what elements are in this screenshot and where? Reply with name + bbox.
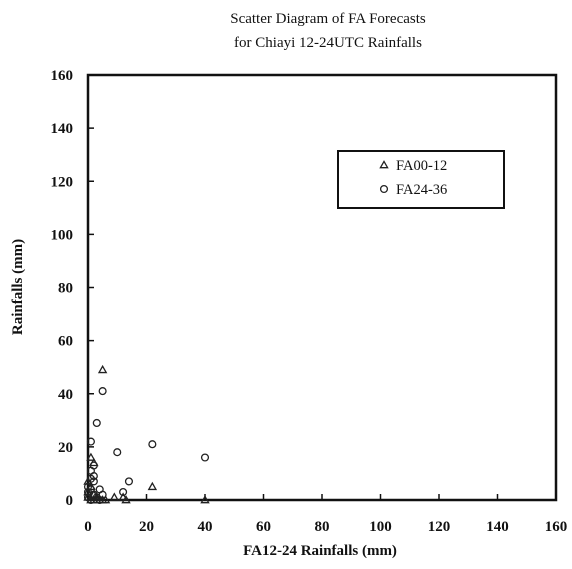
- legend-marker-fa00-12: [379, 160, 389, 169]
- x-tick-label: 160: [545, 519, 568, 535]
- point-fa00-12: [200, 495, 210, 504]
- x-tick-label: 100: [369, 519, 392, 535]
- point-fa00-12: [86, 452, 96, 461]
- y-tick-label: 20: [58, 440, 73, 456]
- plot-frame: [86, 73, 558, 502]
- y-tick-label: 160: [51, 68, 74, 84]
- point-fa00-12: [109, 492, 120, 501]
- x-tick-label: 0: [84, 519, 92, 535]
- y-tick-label: 80: [58, 281, 73, 297]
- point-fa00-12: [121, 495, 131, 504]
- point-fa24-36: [89, 477, 98, 486]
- chart-title-line-2: for Chiayi 12-24UTC Rainfalls: [234, 35, 422, 51]
- point-fa00-12: [118, 492, 128, 501]
- x-tick-label: 80: [315, 519, 330, 535]
- legend: FA00-12 FA24-36: [337, 150, 505, 209]
- legend-box: [337, 150, 505, 209]
- data-points: [83, 364, 210, 505]
- x-tick-label: 140: [486, 519, 509, 535]
- x-tick-label: 20: [139, 519, 154, 535]
- point-fa24-36: [148, 440, 157, 449]
- point-fa24-36: [200, 453, 210, 462]
- x-axis-label: FA12-24 Rainfalls (mm): [243, 543, 397, 559]
- y-tick-label: 120: [51, 174, 74, 190]
- x-tick-label: 60: [256, 519, 271, 535]
- x-axis: 0 20 40 60 80 100 120 140 160: [84, 494, 567, 535]
- y-tick-label: 100: [51, 227, 74, 243]
- x-tick-label: 120: [428, 519, 451, 535]
- point-fa24-36: [119, 487, 128, 497]
- legend-label-fa24-36: FA24-36: [396, 182, 447, 198]
- y-tick-label: 40: [58, 387, 73, 403]
- point-fa24-36: [98, 387, 107, 396]
- point-fa24-36: [86, 437, 95, 446]
- y-tick-label: 0: [66, 493, 74, 509]
- point-fa00-12: [147, 481, 158, 491]
- point-fa00-12: [83, 476, 93, 485]
- point-fa24-36: [92, 418, 101, 428]
- y-axis-label: Rainfalls (mm): [10, 239, 26, 335]
- point-fa24-36: [95, 495, 104, 505]
- chart-title-line-1: Scatter Diagram of FA Forecasts: [230, 11, 426, 27]
- point-fa24-36: [113, 448, 122, 457]
- x-tick-label: 40: [198, 519, 213, 535]
- legend-marker-fa24-36: [379, 184, 389, 194]
- point-fa24-36: [124, 477, 133, 486]
- y-tick-label: 140: [51, 121, 74, 137]
- point-fa24-36: [86, 495, 95, 505]
- legend-label-fa00-12: FA00-12: [396, 158, 447, 174]
- point-fa00-12: [97, 364, 108, 374]
- point-fa00-12: [100, 495, 111, 504]
- y-tick-label: 60: [58, 334, 73, 350]
